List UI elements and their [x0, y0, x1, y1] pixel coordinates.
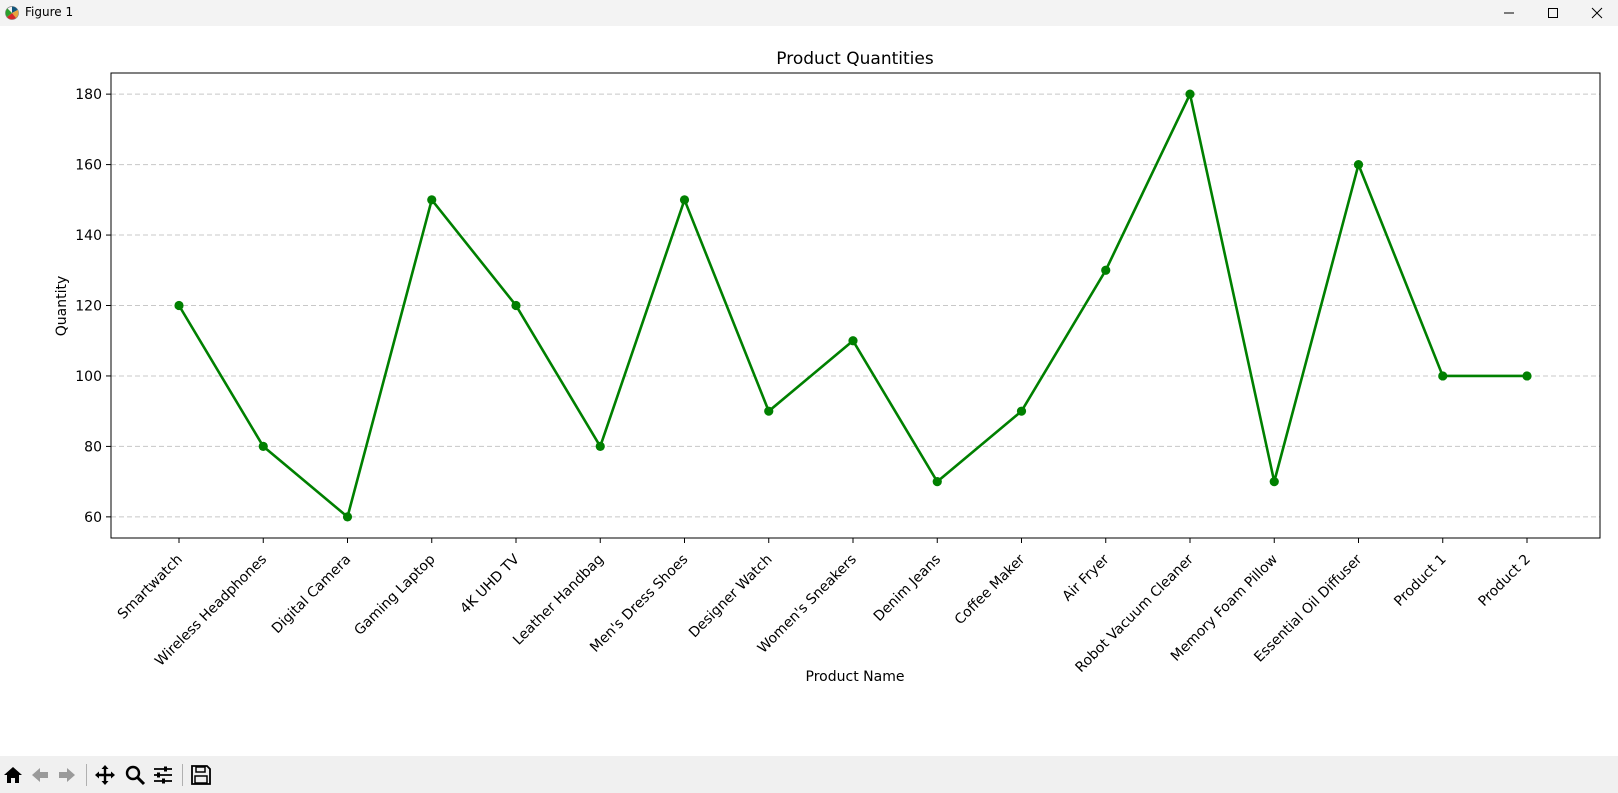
- y-tick-label: 120: [75, 299, 102, 315]
- back-button[interactable]: [27, 762, 53, 788]
- series-line: [177, 90, 1527, 520]
- back-arrow-icon: [32, 768, 48, 782]
- x-tick-label: Smartwatch: [115, 552, 186, 623]
- data-point: [427, 195, 437, 205]
- configure-subplots-button[interactable]: [150, 762, 176, 788]
- y-tick-label: 100: [75, 369, 102, 385]
- data-point: [679, 195, 690, 205]
- y-tick-label: 140: [75, 228, 102, 244]
- maximize-button[interactable]: [1530, 0, 1576, 26]
- toolbar-separator: [182, 764, 183, 786]
- data-point: [258, 441, 268, 452]
- grid-lines: [111, 93, 1600, 518]
- data-point: [1016, 406, 1027, 416]
- zoom-button[interactable]: [122, 762, 148, 788]
- chart-title: Product Quantities: [776, 49, 934, 69]
- pan-button[interactable]: [92, 762, 118, 788]
- data-point: [342, 512, 353, 522]
- matplotlib-logo-icon: [5, 6, 19, 20]
- close-icon: [1591, 7, 1603, 19]
- save-icon: [191, 765, 211, 785]
- x-tick-label: Men's Dress Shoes: [587, 552, 691, 656]
- x-tick-label: Digital Camera: [269, 552, 354, 637]
- data-point: [595, 441, 605, 452]
- navigation-toolbar: [0, 756, 1618, 793]
- y-tick-label: 60: [84, 510, 102, 526]
- data-point: [1353, 159, 1364, 170]
- configure-subplots-icon: [154, 766, 172, 784]
- x-tick-label: Designer Watch: [686, 552, 776, 642]
- forward-button[interactable]: [54, 762, 80, 788]
- data-point: [932, 477, 942, 487]
- data-points: [174, 89, 1532, 522]
- close-button[interactable]: [1574, 0, 1618, 26]
- x-tick-label: Air Fryer: [1059, 551, 1112, 604]
- data-point: [848, 336, 858, 346]
- data-point: [1185, 89, 1195, 99]
- data-point: [174, 300, 184, 311]
- x-axis-label: Product Name: [806, 669, 905, 685]
- x-tick-label: Denim Jeans: [871, 552, 944, 625]
- y-tick-label: 180: [75, 87, 102, 103]
- data-point: [1438, 371, 1448, 381]
- toolbar-separator: [86, 764, 87, 786]
- x-tick-label: 4K UHD TV: [457, 551, 523, 617]
- line-chart: Product Quantities 60 80 100 120 140 160 180 S…: [54, 49, 1601, 685]
- home-icon: [4, 767, 22, 783]
- data-point: [511, 300, 521, 311]
- pan-icon: [95, 765, 115, 785]
- x-tick-label: Product 2: [1475, 552, 1533, 610]
- data-point: [1269, 477, 1279, 487]
- save-button[interactable]: [188, 762, 214, 788]
- data-point: [1522, 371, 1532, 381]
- minimize-icon: [1504, 12, 1514, 14]
- x-tick-label: Gaming Laptop: [351, 551, 438, 638]
- data-point: [1101, 265, 1111, 275]
- window-title: Figure 1: [25, 5, 74, 19]
- minimize-button[interactable]: [1486, 0, 1532, 26]
- figure-canvas[interactable]: Product Quantities 60 80 100 120 140 160 180 S…: [0, 26, 1618, 756]
- maximize-icon: [1548, 8, 1558, 18]
- window-title-bar: Figure 1: [0, 0, 1618, 26]
- forward-arrow-icon: [59, 768, 75, 782]
- x-tick-label: Product 1: [1391, 552, 1449, 610]
- x-tick-label: Coffee Maker: [952, 551, 1029, 628]
- zoom-icon: [125, 765, 146, 786]
- y-axis-ticks: 60 80 100 120 140 160 180: [75, 87, 111, 526]
- y-axis-label: Quantity: [54, 276, 70, 337]
- home-button[interactable]: [0, 762, 26, 788]
- y-tick-label: 80: [84, 439, 102, 455]
- y-tick-label: 160: [75, 158, 102, 174]
- data-point: [764, 406, 774, 416]
- x-tick-label: Leather Handbag: [510, 552, 607, 649]
